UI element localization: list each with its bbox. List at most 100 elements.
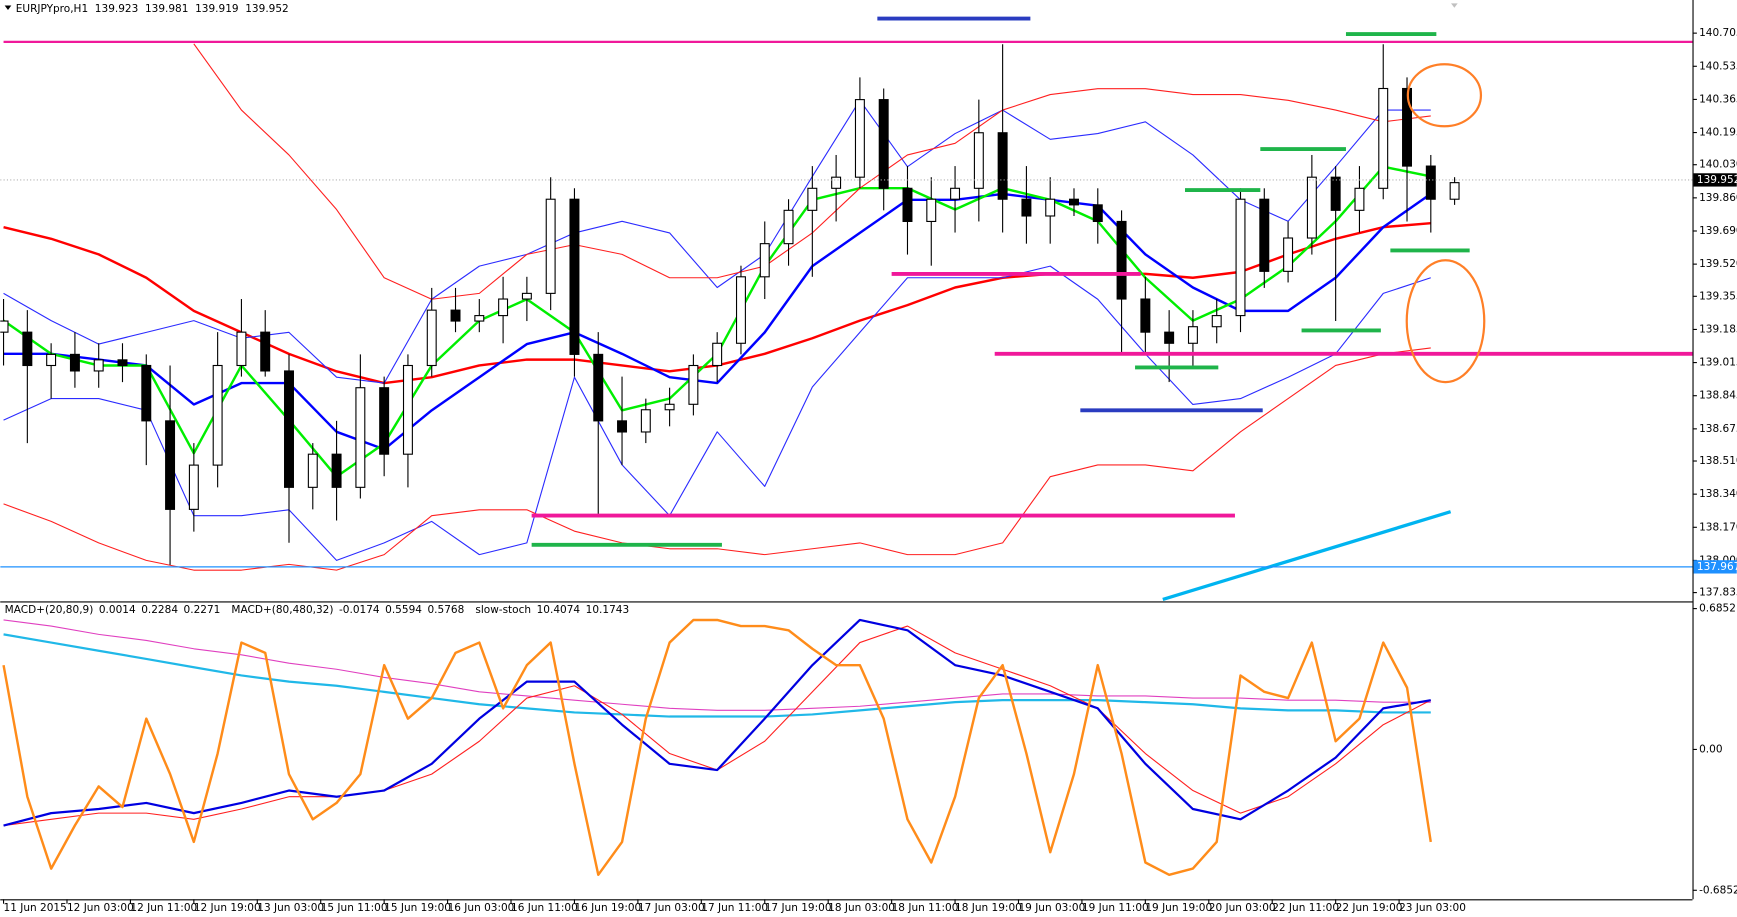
- x-tick-label: 20 Jun 03:00: [1209, 902, 1276, 914]
- candle-body: [854, 99, 865, 178]
- candle-body: [1378, 87, 1389, 189]
- y-tick-label: 139.860: [1699, 192, 1737, 204]
- y-tick-label: 139.015: [1699, 357, 1737, 369]
- candle-body: [1045, 198, 1056, 217]
- y-tick-label: 140.195: [1699, 127, 1737, 139]
- x-tick-label: 17 Jun 03:00: [638, 902, 705, 914]
- candle-body: [1069, 198, 1079, 206]
- price-pane: [0, 16, 1693, 602]
- candle-body: [807, 187, 818, 211]
- candle-body: [236, 331, 247, 367]
- indicator-value: -0.0174: [339, 604, 380, 616]
- candle-body: [307, 453, 318, 488]
- header-price: 139.919: [195, 3, 239, 15]
- candle-body: [188, 464, 199, 510]
- y-tick-label: -0.6852: [1699, 884, 1737, 896]
- indicator-value: 0.0014: [99, 604, 136, 616]
- menu-arrow[interactable]: [4, 5, 12, 10]
- candle-body: [0, 320, 9, 333]
- y-tick-label: 138.170: [1699, 521, 1737, 533]
- indicator-value: 10.4074: [537, 604, 581, 616]
- indicator-line: [3, 192, 1432, 451]
- candle-body: [1140, 298, 1151, 333]
- x-tick-label: 18 Jun 03:00: [828, 902, 895, 914]
- last-price-label: 139.952: [1697, 174, 1737, 186]
- candle-body: [973, 132, 984, 189]
- candle-body: [1330, 176, 1341, 211]
- candle-body: [617, 420, 628, 433]
- highlight-ellipse: [1406, 63, 1483, 128]
- y-tick-label: 0.6852: [1699, 603, 1736, 615]
- y-tick-label: 139.520: [1699, 258, 1737, 270]
- candle-body: [46, 353, 57, 367]
- x-tick-label: 22 Jun 11:00: [1272, 902, 1339, 914]
- x-tick-label: 19 Jun 11:00: [1082, 902, 1149, 914]
- candle-body: [831, 176, 842, 189]
- x-tick-label: 16 Jun 03:00: [448, 902, 515, 914]
- candle-body: [498, 298, 509, 317]
- candle-body: [1092, 204, 1103, 222]
- candle-body: [1211, 315, 1222, 328]
- candle-body: [117, 359, 128, 367]
- y-tick-label: 138.340: [1699, 488, 1737, 500]
- indicator-name: slow-stoch: [475, 604, 531, 616]
- y-tick-label: 140.535: [1699, 60, 1737, 72]
- y-tick-label: 138.845: [1699, 390, 1737, 402]
- candle-body: [379, 387, 390, 455]
- candle-body: [926, 198, 937, 222]
- indicator-line: [2, 618, 1432, 877]
- x-tick-label: 18 Jun 11:00: [892, 902, 959, 914]
- x-tick-label: 12 Jun 19:00: [194, 902, 261, 914]
- candle-body: [712, 342, 723, 367]
- x-tick-label: 12 Jun 11:00: [130, 902, 197, 914]
- symbol-title: EURJPYpro,H1: [16, 3, 88, 15]
- candle-body: [735, 276, 746, 344]
- indicator-line: [3, 265, 1431, 561]
- candle-body: [1283, 237, 1294, 272]
- candle-body: [1021, 198, 1032, 217]
- candle-body: [165, 420, 176, 510]
- indicator-value: 0.5594: [385, 604, 422, 616]
- candle-body: [474, 315, 485, 322]
- candle-body: [331, 453, 342, 488]
- last-price-box: [1693, 173, 1737, 187]
- y-tick-label: 138.675: [1699, 423, 1737, 435]
- candle-body: [355, 387, 366, 488]
- x-tick-label: 16 Jun 11:00: [511, 902, 578, 914]
- x-tick-label: 22 Jun 19:00: [1336, 902, 1403, 914]
- x-tick-label: 23 Jun 03:00: [1399, 902, 1466, 914]
- candle-body: [450, 309, 461, 322]
- indicator-value: 0.2271: [184, 604, 221, 616]
- header-price: 139.981: [145, 3, 189, 15]
- candle-body: [593, 353, 604, 422]
- candle-body: [664, 403, 675, 411]
- shift-marker: [1451, 3, 1458, 8]
- x-tick-label: 11 Jun 2015: [4, 902, 67, 914]
- candle-body: [545, 198, 556, 294]
- candle-body: [950, 187, 961, 200]
- x-tick-label: 13 Jun 03:00: [257, 902, 324, 914]
- y-tick-label: 140.705: [1699, 27, 1737, 39]
- candle-body: [997, 132, 1008, 200]
- candle-body: [69, 353, 80, 372]
- chart-header: EURJPYpro,H1 139.923 139.981 139.919 139.952: [16, 3, 289, 15]
- y-tick-label: 139.355: [1699, 290, 1737, 302]
- trend-line: [1162, 510, 1452, 602]
- y-tick-label: 140.365: [1699, 93, 1737, 105]
- y-tick-label: 139.690: [1699, 225, 1737, 237]
- candle-body: [902, 187, 913, 222]
- hline-price-label: 137.967: [1697, 561, 1737, 573]
- x-tick-label: 19 Jun 03:00: [1018, 902, 1085, 914]
- indicator-line: [3, 619, 1431, 711]
- candle-body: [1187, 326, 1198, 344]
- candle-body: [260, 331, 271, 372]
- y-tick-label: 139.185: [1699, 323, 1737, 335]
- candle-body: [1235, 198, 1246, 317]
- indicator-value: 0.5768: [427, 604, 464, 616]
- x-tick-label: 16 Jun 19:00: [574, 902, 641, 914]
- candle-body: [1402, 87, 1413, 167]
- indicator-name: MACD+(20,80,9): [5, 604, 94, 616]
